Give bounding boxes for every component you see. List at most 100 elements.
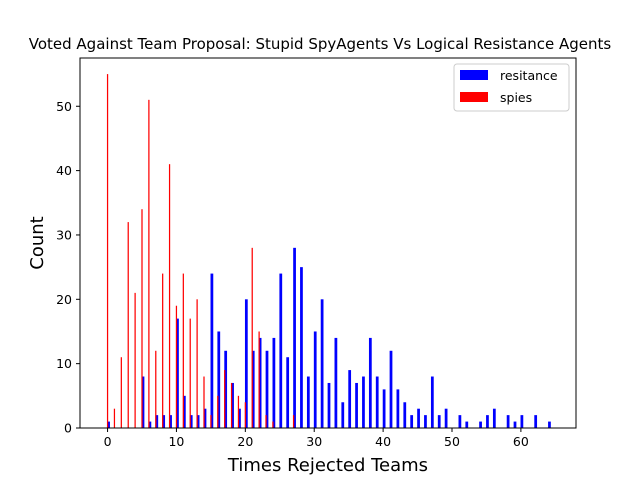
bar-resitance-41 [389, 350, 393, 428]
bar-spies-8 [162, 273, 164, 428]
bar-resitance-39 [375, 376, 379, 428]
bar-resitance-33 [334, 337, 338, 428]
x-tick-label-10: 10 [168, 434, 184, 449]
bar-spies-9 [168, 164, 171, 429]
bar-resitance-40 [382, 389, 386, 428]
bar-resitance-52 [465, 421, 469, 428]
bar-resitance-60 [520, 415, 524, 428]
bar-spies-13 [196, 299, 198, 428]
legend-label-resitance: resitance [500, 68, 558, 83]
bar-resitance-42 [396, 389, 400, 428]
bar-resitance-27 [293, 247, 296, 428]
bar-resitance-44 [410, 415, 414, 428]
y-tick-label-10: 10 [56, 356, 72, 371]
y-tick-label-20: 20 [56, 292, 72, 307]
bar-resitance-29 [306, 376, 310, 428]
chart-title: Voted Against Team Proposal: Stupid SpyA… [29, 35, 612, 53]
bar-spies-12 [189, 318, 191, 428]
y-tick-label-30: 30 [56, 227, 72, 242]
bar-spies-18 [230, 382, 233, 428]
bar-resitance-48 [437, 415, 441, 428]
bar-resitance-62 [534, 415, 538, 428]
x-tick-label-50: 50 [444, 434, 460, 449]
bar-resitance-34 [341, 402, 345, 428]
bar-resitance-25 [279, 273, 283, 428]
bar-resitance-43 [403, 402, 407, 428]
bar-spies-27 [292, 415, 295, 428]
bar-resitance-23 [265, 350, 269, 428]
bar-spies-16 [217, 395, 219, 428]
ticks-layer: 0 10 20 30 40 50 60 0 10 20 30 40 50 [56, 99, 529, 449]
bar-resitance-10 [176, 318, 179, 428]
bar-resitance-6 [148, 421, 152, 428]
bar-resitance-54 [479, 421, 482, 428]
bar-resitance-64 [548, 421, 551, 428]
bar-resitance-22 [258, 337, 262, 428]
bar-resitance-0 [107, 421, 110, 428]
bar-resitance-17 [224, 350, 228, 428]
x-tick-label-60: 60 [513, 434, 529, 449]
bar-resitance-21 [251, 350, 255, 428]
bar-resitance-11 [182, 395, 186, 428]
bar-resitance-59 [513, 421, 517, 428]
legend: resitance spies [453, 63, 570, 112]
bar-spies-11 [182, 273, 184, 428]
legend-swatch-spies [460, 92, 488, 102]
bar-spies-19 [237, 395, 240, 428]
bar-resitance-18 [231, 382, 234, 428]
bar-resitance-26 [286, 357, 290, 428]
bar-spies-24 [272, 421, 274, 428]
y-tick-label-50: 50 [56, 99, 72, 114]
bar-spies-7 [155, 350, 157, 428]
bar-spies-4 [134, 292, 136, 428]
bar-spies-22 [258, 331, 260, 428]
bars-layer [106, 74, 551, 429]
bar-spies-2 [120, 357, 122, 428]
bar-resitance-5 [141, 376, 145, 428]
bar-resitance-14 [203, 408, 207, 428]
plot-frame [79, 57, 577, 429]
bar-resitance-9 [169, 415, 172, 428]
bar-resitance-35 [348, 370, 352, 428]
bar-resitance-45 [417, 408, 420, 428]
y-tick-label-0: 0 [64, 421, 72, 436]
bar-resitance-8 [162, 415, 166, 428]
bar-spies-17 [224, 370, 226, 428]
y-axis-label: Count [27, 216, 48, 269]
bar-resitance-47 [430, 376, 434, 428]
x-tick-label-40: 40 [375, 434, 391, 449]
bar-resitance-30 [313, 331, 317, 428]
bar-spies-20 [244, 402, 246, 428]
bar-spies-3 [127, 222, 129, 428]
bar-spies-6 [148, 99, 150, 428]
bar-resitance-36 [355, 382, 358, 428]
bar-spies-0 [106, 74, 109, 428]
bar-spies-1 [113, 408, 116, 428]
x-tick-label-20: 20 [237, 434, 253, 449]
bar-spies-15 [210, 415, 212, 428]
bar-spies-23 [265, 415, 267, 428]
bar-resitance-20 [244, 299, 248, 428]
bar-resitance-15 [210, 273, 214, 428]
y-tick-label-40: 40 [56, 163, 72, 178]
bar-resitance-24 [272, 337, 276, 428]
legend-label-spies: spies [500, 90, 532, 105]
bar-resitance-51 [458, 415, 462, 428]
bar-resitance-38 [368, 337, 372, 428]
bar-resitance-46 [424, 415, 427, 428]
bar-resitance-49 [444, 408, 448, 428]
bar-resitance-13 [196, 415, 200, 428]
bar-resitance-19 [238, 408, 241, 428]
bar-resitance-32 [327, 382, 331, 428]
bar-resitance-37 [362, 376, 365, 428]
bar-resitance-28 [300, 267, 303, 428]
bar-resitance-31 [320, 299, 324, 428]
bar-spies-10 [175, 305, 178, 428]
x-tick-label-0: 0 [104, 434, 112, 449]
bar-resitance-55 [486, 415, 489, 428]
bar-spies-5 [141, 209, 143, 428]
legend-swatch-resitance [460, 70, 488, 80]
bar-spies-21 [251, 247, 253, 428]
x-tick-label-30: 30 [306, 434, 322, 449]
